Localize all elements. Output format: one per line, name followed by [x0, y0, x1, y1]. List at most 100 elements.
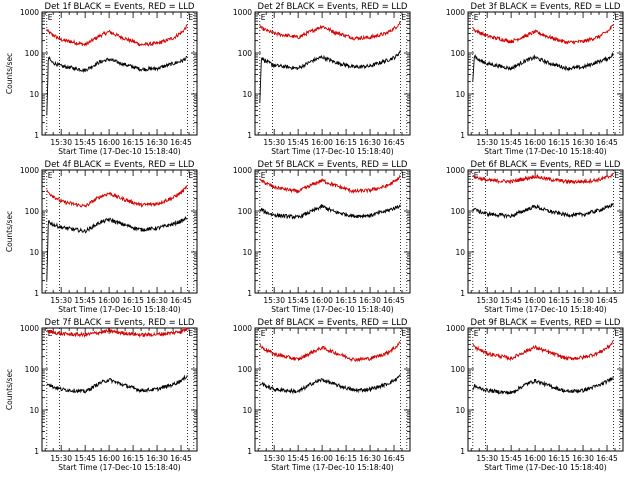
x-tick-label: 15:45 — [74, 454, 96, 463]
x-tick-label: 16:15 — [335, 296, 357, 305]
x-axis-label: Start Time (17-Dec-10 15:18:40) — [484, 147, 606, 156]
x-tick-label: 16:00 — [98, 138, 120, 147]
plot-panel: Det 7f BLACK = Events, RED = LLD 1 10 100 10… — [5, 318, 198, 472]
x-tick-label: 16:45 — [383, 454, 405, 463]
x-tick-label: 16:15 — [548, 138, 570, 147]
y-axis-label: Counts/sec — [5, 53, 14, 94]
gap-marker-label: E — [614, 171, 619, 180]
gap-marker-label: E — [614, 329, 619, 338]
x-axis-label: Start Time (17-Dec-10 15:18:40) — [58, 147, 180, 156]
lld-rate-line — [259, 341, 401, 363]
plot-frame — [467, 11, 624, 136]
x-tick-label: 16:45 — [596, 138, 618, 147]
y-tick-label: 1 — [34, 447, 39, 456]
y-tick-label: 10 — [242, 406, 252, 415]
y-tick-label: 10 — [29, 406, 39, 415]
y-tick-label: 100 — [451, 365, 466, 374]
x-tick-label: 16:00 — [311, 454, 333, 463]
plot-frame — [254, 327, 411, 452]
x-axis-label: Start Time (17-Dec-10 15:18:40) — [58, 305, 180, 314]
plot-frame — [41, 169, 198, 294]
gap-marker-label: E — [401, 13, 406, 22]
x-tick-label: 15:30 — [263, 138, 285, 147]
y-tick-label: 1000 — [446, 8, 465, 17]
gap-marker-label: E — [261, 329, 266, 338]
plot-frame — [41, 11, 198, 136]
y-tick-label: 1000 — [446, 324, 465, 333]
x-tick-label: 15:30 — [476, 296, 498, 305]
y-tick-label: 1000 — [233, 324, 252, 333]
x-tick-label: 16:45 — [170, 138, 192, 147]
plot-title: Det 7f BLACK = Events, RED = LLD — [45, 318, 195, 328]
gap-marker-label: E — [474, 329, 479, 338]
x-tick-label: 16:00 — [98, 454, 120, 463]
y-tick-label: 1 — [460, 447, 465, 456]
event-rate-line — [46, 374, 188, 394]
x-tick-label: 16:45 — [596, 454, 618, 463]
plot-frame — [254, 169, 411, 294]
x-tick-label: 16:45 — [596, 296, 618, 305]
plot-panel: Det 3f BLACK = Events, RED = LLD 1 10 100 10… — [446, 2, 624, 156]
x-tick-label: 15:45 — [74, 138, 96, 147]
y-tick-label: 1000 — [20, 166, 39, 175]
plot-title: Det 2f BLACK = Events, RED = LLD — [258, 2, 408, 12]
y-tick-label: 10 — [455, 248, 465, 257]
x-axis-label: Start Time (17-Dec-10 15:18:40) — [271, 463, 393, 472]
y-tick-label: 1 — [34, 131, 39, 140]
x-axis-label: Start Time (17-Dec-10 15:18:40) — [271, 147, 393, 156]
y-tick-label: 10 — [242, 248, 252, 257]
y-tick-label: 1000 — [446, 166, 465, 175]
x-tick-label: 16:00 — [311, 296, 333, 305]
y-tick-label: 1000 — [233, 166, 252, 175]
y-tick-label: 1000 — [20, 8, 39, 17]
event-rate-line — [46, 55, 188, 116]
event-rate-line — [259, 374, 401, 395]
y-axis-label: Counts/sec — [5, 369, 14, 410]
lld-rate-line — [46, 184, 188, 208]
plot-title: Det 4f BLACK = Events, RED = LLD — [45, 160, 195, 170]
x-tick-label: 15:30 — [263, 454, 285, 463]
plot-frame — [467, 169, 624, 294]
y-tick-label: 100 — [25, 49, 40, 58]
x-tick-label: 15:45 — [287, 138, 309, 147]
x-axis-label: Start Time (17-Dec-10 15:18:40) — [271, 305, 393, 314]
y-tick-label: 100 — [451, 207, 466, 216]
y-tick-label: 100 — [25, 207, 40, 216]
x-tick-label: 16:30 — [146, 138, 168, 147]
gap-marker-label: E — [188, 329, 193, 338]
plot-frame — [41, 327, 198, 452]
x-tick-label: 15:45 — [500, 454, 522, 463]
gap-marker-label: E — [188, 171, 193, 180]
x-axis-label: Start Time (17-Dec-10 15:18:40) — [58, 463, 180, 472]
x-tick-label: 16:30 — [146, 296, 168, 305]
x-tick-label: 16:45 — [383, 138, 405, 147]
gap-marker-label: E — [48, 171, 53, 180]
plot-title: Det 5f BLACK = Events, RED = LLD — [258, 160, 408, 170]
x-tick-label: 15:30 — [476, 138, 498, 147]
x-axis-label: Start Time (17-Dec-10 15:18:40) — [484, 305, 606, 314]
event-rate-line — [46, 216, 188, 281]
y-tick-label: 10 — [29, 248, 39, 257]
x-tick-label: 15:30 — [50, 138, 72, 147]
y-tick-label: 100 — [238, 49, 253, 58]
x-tick-label: 15:45 — [500, 296, 522, 305]
y-tick-label: 100 — [238, 365, 253, 374]
gap-marker-label: E — [48, 329, 53, 338]
lld-rate-line — [259, 174, 401, 195]
lld-rate-line — [472, 24, 614, 45]
x-tick-label: 15:30 — [50, 454, 72, 463]
plot-panel: Det 5f BLACK = Events, RED = LLD 1 10 100 10… — [233, 160, 411, 314]
plot-title: Det 6f BLACK = Events, RED = LLD — [471, 160, 621, 170]
x-tick-label: 16:30 — [572, 296, 594, 305]
x-tick-label: 16:15 — [548, 454, 570, 463]
x-tick-label: 16:30 — [359, 454, 381, 463]
x-tick-label: 15:45 — [287, 296, 309, 305]
plot-panel: Det 6f BLACK = Events, RED = LLD 1 10 100 10… — [446, 160, 624, 314]
y-tick-label: 1 — [460, 289, 465, 298]
x-tick-label: 16:15 — [122, 296, 144, 305]
gap-marker-label: E — [401, 171, 406, 180]
x-tick-label: 15:45 — [287, 454, 309, 463]
y-tick-label: 100 — [238, 207, 253, 216]
x-tick-label: 16:15 — [122, 138, 144, 147]
